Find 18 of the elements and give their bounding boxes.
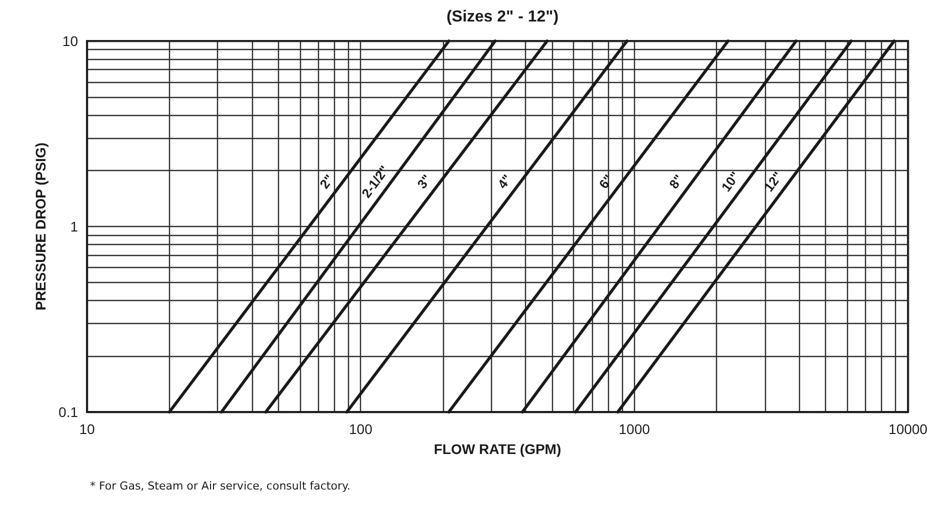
x-tick-label: 1000 <box>618 421 650 437</box>
chart-title: (Sizes 2" - 12") <box>446 8 559 26</box>
text: 8" <box>666 172 686 192</box>
text: * For Gas, Steam or Air service, consult factory. <box>90 480 350 492</box>
text: 12" <box>761 168 786 194</box>
text: 6" <box>596 172 616 192</box>
y-tick-label: 1 <box>70 218 78 234</box>
y-tick-label: 10 <box>62 33 78 49</box>
y-tick-label: 0.1 <box>58 404 78 420</box>
text: 4" <box>494 172 515 192</box>
text: 3" <box>414 172 434 192</box>
y-axis-title: PRESSURE DROP (PSIG) <box>32 142 49 310</box>
x-tick-label: 100 <box>348 421 373 437</box>
x-tick-label: 10 <box>79 421 95 437</box>
text: 10" <box>718 168 743 194</box>
text: 2" <box>316 172 337 192</box>
x-tick-label: 10000 <box>888 421 928 437</box>
x-axis-title: FLOW RATE (GPM) <box>434 441 562 457</box>
